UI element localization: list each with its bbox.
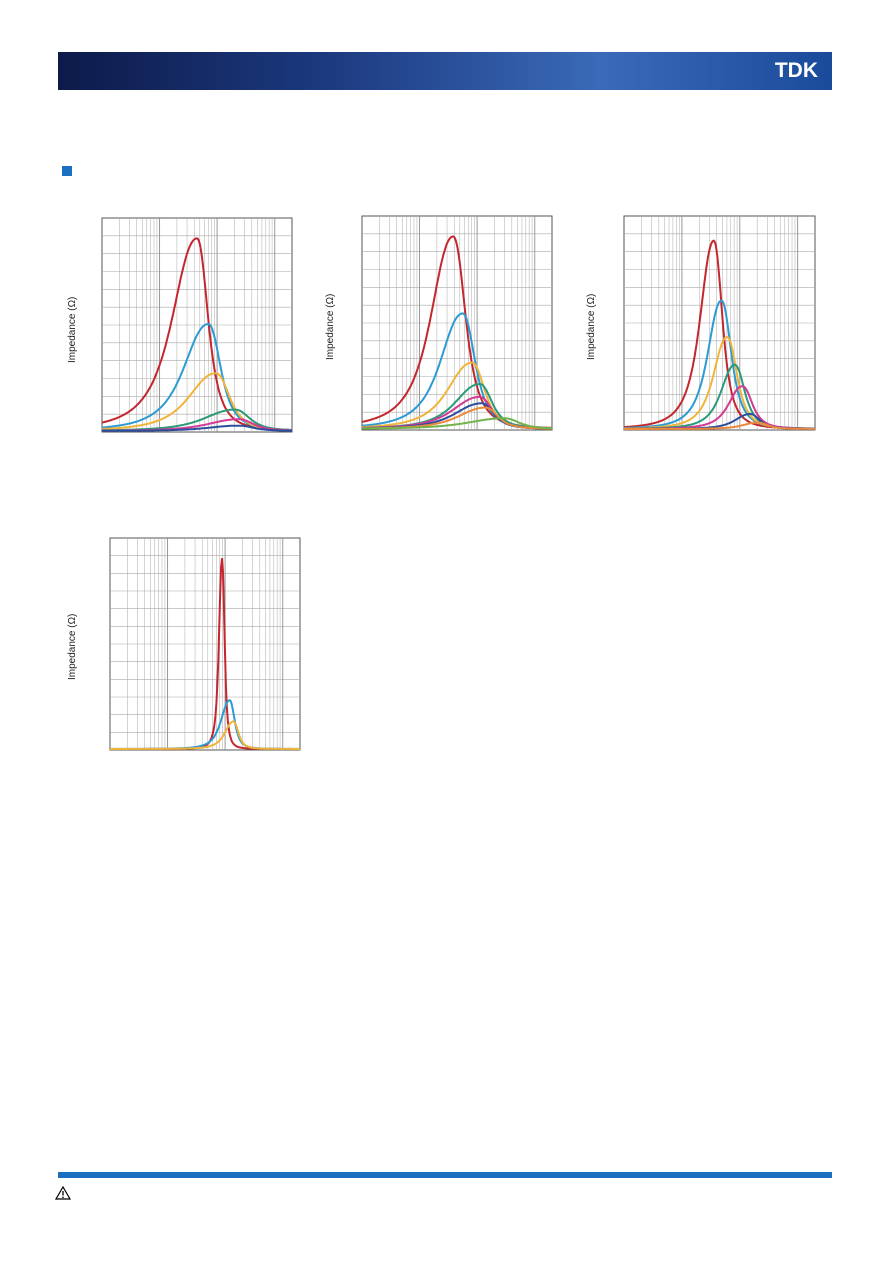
y-axis-label: Impedance (Ω) [325, 293, 336, 360]
warning-icon [55, 1186, 71, 1200]
section-bullet [62, 166, 72, 176]
curve [362, 417, 553, 430]
y-axis-label: Impedance (Ω) [67, 613, 78, 680]
header-bar: TDK [58, 52, 832, 90]
logo: TDK [774, 59, 818, 82]
chart [361, 215, 553, 431]
curve [102, 424, 292, 432]
chart [109, 537, 301, 751]
chart [623, 215, 816, 431]
curve [624, 421, 815, 430]
footer-bar [58, 1172, 832, 1178]
y-axis-label: Impedance (Ω) [586, 293, 597, 360]
y-axis-label: Impedance (Ω) [67, 296, 78, 363]
curve [110, 720, 300, 750]
chart [101, 217, 293, 433]
